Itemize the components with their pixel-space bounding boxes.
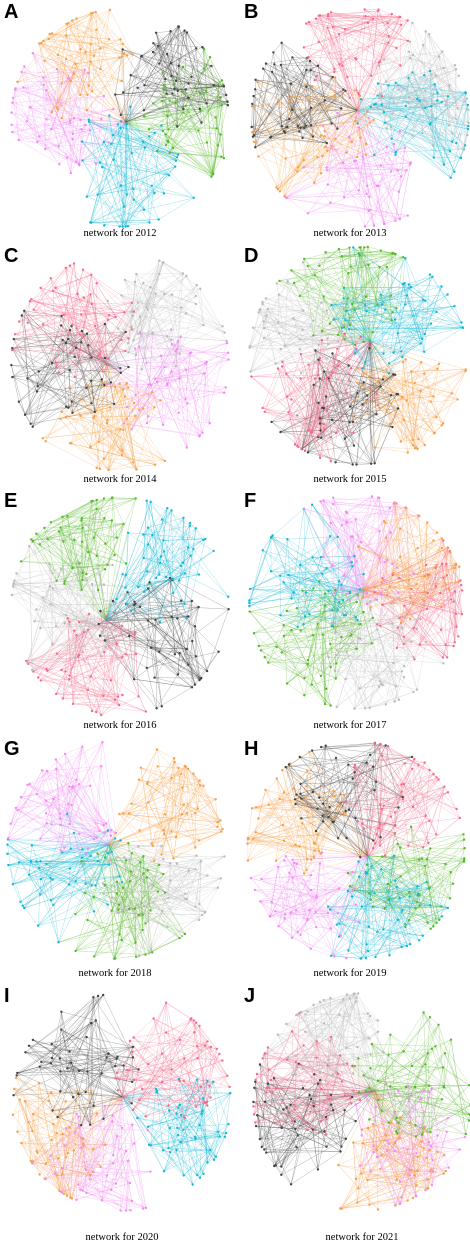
panel-letter: C [4,245,18,267]
nodes [114,25,230,128]
edges [331,247,464,374]
panel-caption: network for 2021 [326,1232,399,1243]
edges [358,502,460,624]
panel-caption: network for 2016 [84,720,157,731]
edges [328,589,444,709]
edges [343,742,460,856]
nodes [114,1001,231,1120]
panel-letter: E [4,490,17,512]
panel-letter: B [244,1,258,23]
edges [108,749,223,861]
edges [253,1063,375,1185]
edges [7,742,117,854]
nodes [373,539,464,661]
nodes [41,380,167,472]
nodes [57,842,187,960]
nodes [115,499,230,624]
panel-caption: network for 2014 [84,474,158,485]
panel-caption: network for 2019 [314,968,387,979]
edges [20,497,136,621]
edges [7,813,123,943]
panel-letter: F [244,490,256,512]
edges [11,541,126,671]
panel-letter: J [244,985,255,1007]
panel-caption: network for 2020 [86,1232,159,1243]
nodes [342,741,461,857]
edges [263,993,384,1091]
panel-letter: A [4,1,18,23]
panel-letter: H [244,738,258,760]
panel-caption: network for 2013 [314,228,387,239]
panel-caption: network for 2012 [84,228,157,239]
edges [251,42,358,148]
nodes [354,1082,467,1207]
panel-caption: network for 2018 [79,968,152,979]
nodes [302,8,410,100]
edges [125,48,228,177]
edges [26,612,146,716]
edges [338,1090,446,1210]
edges [247,751,368,874]
edges [105,500,229,623]
nodes [250,41,347,149]
edges [42,363,166,471]
edges [11,263,135,378]
edges [352,1012,470,1137]
panel-letter: I [4,985,10,1007]
panel-letter: D [244,245,258,267]
edges [122,1078,231,1185]
edges [250,852,368,959]
edges [17,9,133,123]
panel-caption: network for 2015 [314,474,387,485]
edges [13,994,139,1126]
panel-letter: G [4,738,20,760]
nodes [6,812,124,944]
edges [357,71,469,178]
edges [81,106,194,227]
edges [106,260,227,370]
nodes [284,741,414,859]
panel-caption: network for 2017 [314,720,387,731]
edges [352,341,466,453]
nodes [16,8,134,120]
